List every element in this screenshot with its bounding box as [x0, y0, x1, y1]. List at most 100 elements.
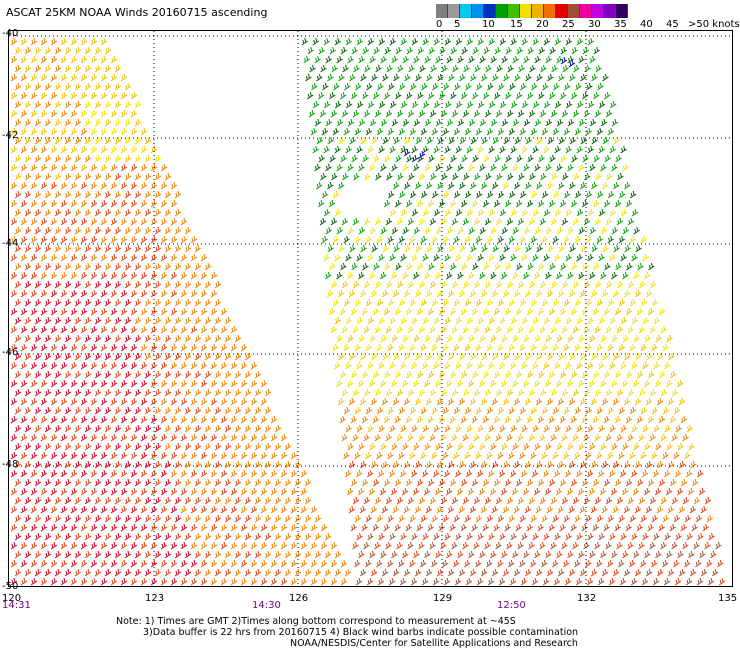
wind-barb [60, 73, 68, 82]
wind-barb [354, 559, 361, 568]
wind-barb [334, 361, 341, 370]
wind-barb [451, 388, 459, 397]
wind-barb [372, 307, 380, 316]
wind-barb [140, 541, 148, 550]
wind-barb [578, 550, 585, 559]
wind-barb [34, 334, 42, 343]
wind-barb [30, 433, 38, 442]
wind-barb [200, 523, 208, 532]
wind-barb [60, 271, 68, 280]
wind-barb [110, 505, 118, 514]
wind-barb [322, 82, 329, 91]
wind-barb [565, 145, 572, 154]
wind-barb [638, 541, 645, 550]
wind-barb [399, 577, 407, 586]
wind-barb [609, 361, 616, 370]
wind-barb [435, 442, 442, 451]
wind-barb [519, 559, 526, 568]
wind-barb [461, 46, 468, 55]
wind-barb [539, 109, 547, 118]
wind-barb [697, 532, 704, 541]
wind-barb [526, 307, 534, 316]
wind-barb [358, 163, 365, 172]
wind-barb [519, 190, 527, 199]
wind-barb [482, 199, 490, 208]
wind-barb [543, 208, 551, 217]
wind-barb [715, 541, 722, 550]
wind-barb [532, 361, 539, 370]
wind-barb [244, 532, 252, 541]
wind-barb [20, 505, 28, 514]
wind-barb [54, 334, 62, 343]
wind-barb [479, 442, 486, 451]
wind-barb [14, 154, 22, 163]
wind-barb [510, 145, 517, 154]
wind-barb [234, 370, 242, 379]
wind-barb [24, 244, 32, 253]
wind-barb [180, 343, 188, 352]
wind-barb [174, 316, 182, 325]
wind-barb [210, 487, 218, 496]
wind-barb [40, 397, 48, 406]
wind-barb [541, 406, 549, 415]
wind-barb [426, 73, 433, 82]
wind-barb [605, 217, 613, 226]
wind-barb [90, 415, 98, 424]
wind-barb [174, 388, 182, 397]
wind-barb [319, 217, 327, 226]
wind-barb [494, 370, 501, 379]
wind-barb [560, 262, 567, 271]
wind-barb [114, 244, 122, 253]
wind-barb [510, 361, 517, 370]
wind-barb [60, 127, 68, 136]
wind-barb [330, 577, 338, 586]
wind-barb [74, 100, 82, 109]
wind-barb [104, 172, 112, 181]
wind-barb [104, 514, 112, 523]
wind-barb [528, 388, 536, 397]
wind-barb [194, 496, 202, 505]
wind-barb [475, 298, 483, 307]
wind-barb [54, 460, 62, 469]
wind-barb [190, 541, 198, 550]
wind-barb [457, 163, 464, 172]
wind-barb [550, 325, 558, 334]
wind-barb [14, 550, 22, 559]
wind-barb [596, 514, 604, 523]
wind-barb [170, 253, 178, 262]
wind-barb [680, 415, 688, 424]
wind-barb [569, 352, 576, 361]
wind-barb [365, 559, 372, 568]
wind-barb [488, 208, 496, 217]
wind-barb [528, 541, 535, 550]
wind-barb [254, 370, 262, 379]
wind-barb [44, 244, 52, 253]
wind-barb [518, 172, 525, 181]
wind-barb [280, 433, 288, 442]
wind-barb [70, 199, 78, 208]
wind-barb [144, 298, 152, 307]
chart-title: ASCAT 25KM NOAA Winds 20160715 ascending [6, 6, 268, 19]
wind-barb [403, 568, 411, 577]
wind-barb [74, 496, 82, 505]
wind-barb [10, 163, 18, 172]
wind-barb [429, 541, 436, 550]
wind-barb [200, 415, 208, 424]
wind-barb [603, 415, 611, 424]
wind-barb [64, 460, 72, 469]
wind-barb [124, 298, 132, 307]
wind-barb [528, 217, 536, 226]
wind-barb [84, 64, 92, 73]
wind-barb [54, 388, 62, 397]
wind-barb [60, 37, 68, 46]
wind-barb [50, 163, 58, 172]
wind-barb [284, 478, 292, 487]
wind-barb [24, 334, 32, 343]
wind-barb [311, 82, 318, 91]
wind-barb [50, 415, 58, 424]
wind-barb [561, 496, 569, 505]
wind-barb [398, 235, 405, 244]
wind-barb [598, 361, 605, 370]
wind-barb [120, 559, 128, 568]
wind-barb [74, 532, 82, 541]
